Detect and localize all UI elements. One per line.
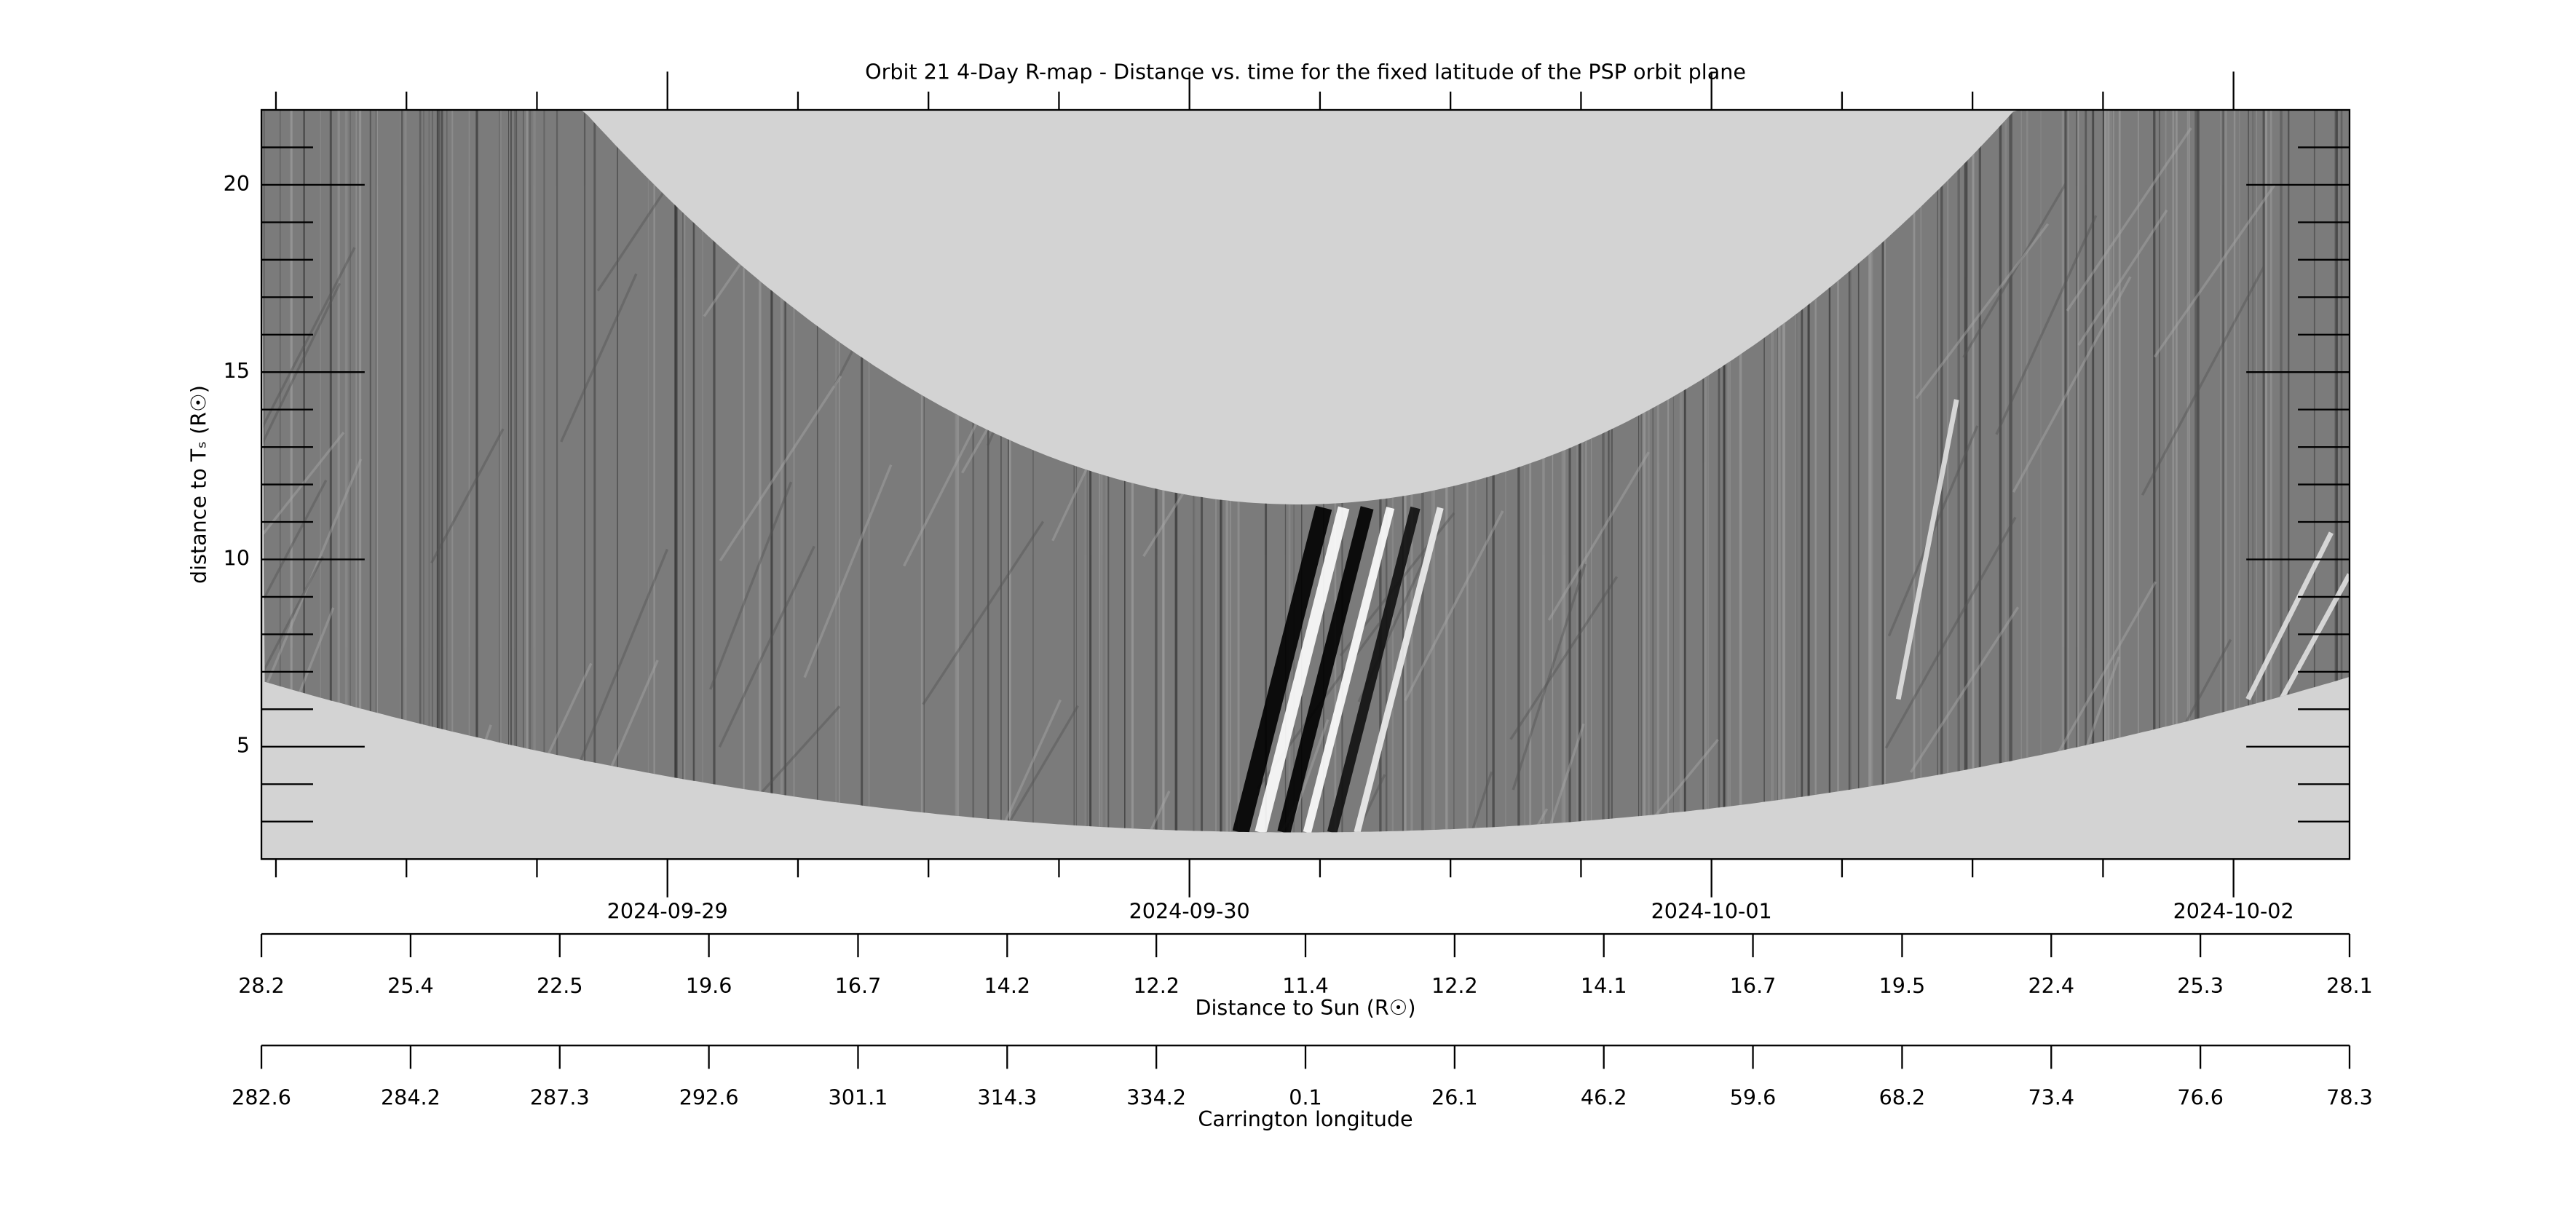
diagonal-streak [922,520,1045,705]
secondary-axis-tick-label: 11.4 [1282,973,1329,998]
diagonal-streak [1071,791,1171,833]
diagonal-streak [2012,276,2132,493]
secondary-axis-tick-label: 12.2 [1133,973,1180,998]
secondary-axis-tick-label: 73.4 [2028,1085,2074,1109]
secondary-axis-tick-label: 14.1 [1581,973,1627,998]
diagonal-streak [2040,581,2157,783]
y-tick-label: 5 [237,733,250,758]
diagonal-streak [1909,606,2020,773]
secondary-axis-tick-label: 19.5 [1879,973,1926,998]
secondary-axis-tick-label: 26.1 [1431,1085,1478,1109]
secondary-axis-tick-label: 25.4 [387,973,434,998]
x-tick-label: 2024-10-01 [1651,898,1772,923]
secondary-axis-tick-label: 292.6 [679,1085,739,1109]
y-tick-label: 10 [224,545,250,570]
diagonal-streak [1995,215,2098,435]
secondary-axis-tick-label: 16.7 [1730,973,1777,998]
diagonal-streak [2077,209,2168,346]
diagonal-streak [261,247,356,451]
secondary-axis-tick-label: 22.4 [2028,973,2074,998]
chart-title: Orbit 21 4-Day R-map - Distance vs. time… [865,60,1746,84]
diagonal-streak [719,375,842,562]
diagonal-streak [803,464,893,678]
y-tick-label: 15 [224,358,250,383]
secondary-axis-tick-label: 287.3 [530,1085,590,1109]
secondary-axis-tick-label: 25.3 [2177,973,2224,998]
secondary-axis-tick-label: 68.2 [1879,1085,1926,1109]
diagonal-streak [1308,774,1386,833]
diagonal-streak [1512,563,1587,791]
bright-feature [1232,505,1332,833]
bright-feature [2245,531,2334,701]
secondary-axis-tick-label: 14.2 [984,973,1030,998]
secondary-axis-tick-label: 22.5 [537,973,583,998]
x-tick-label: 2024-10-02 [2173,898,2294,923]
bright-feature [1354,507,1444,833]
secondary-axis-tick-label: 12.2 [1431,973,1478,998]
diagonal-streak [2270,855,2350,1033]
diagonal-streak [2206,844,2280,1039]
diagonal-streak [718,545,815,748]
secondary-axis-tick-label: 16.7 [835,973,882,998]
diagonal-streak [903,412,984,567]
secondary-axis-tick-label: 334.2 [1126,1085,1186,1109]
diagonal-streak [955,699,1062,833]
bright-feature [1277,506,1374,833]
secondary-axis-label: Carrington longitude [1198,1106,1413,1131]
bright-feature [1895,399,1959,700]
secondary-axis-tick-label: 59.6 [1730,1085,1777,1109]
diagonal-streak [957,705,1079,833]
diagonal-streak [2153,184,2276,358]
diagonal-streak [2141,266,2265,496]
x-tick-label: 2024-09-29 [607,898,728,923]
diagonal-streak [1962,183,2067,358]
diagonal-streak [560,273,638,443]
bright-feature [1303,507,1395,833]
diagonal-streak [261,432,345,567]
diagonal-streak [430,428,505,564]
diagonal-streak [261,479,328,653]
secondary-axis-tick-label: 284.2 [381,1085,440,1109]
diagonal-streak [261,555,324,716]
diagonal-streak [154,833,273,1037]
diagonal-streak [1404,510,1504,702]
secondary-axis-tick-label: 314.3 [977,1085,1037,1109]
x-tick-label: 2024-09-30 [1129,898,1250,923]
secondary-axis-tick-label: 78.3 [2326,1085,2373,1109]
secondary-axis-tick-label: 28.2 [238,973,285,998]
secondary-axis-tick-label: 301.1 [829,1085,888,1109]
bright-feature [2279,573,2350,701]
diagonal-streak [574,548,669,774]
diagonal-streak [2066,127,2192,312]
diagonal-streak [709,481,793,690]
diagonal-streak [1841,850,1948,1042]
secondary-axis-tick-label: 46.2 [1581,1085,1627,1109]
diagonal-streak [261,282,341,491]
diagonal-streak [1547,451,1650,621]
observed-region [261,109,2350,833]
diagonal-streak [1884,516,2017,749]
diagonal-streak [1509,576,1619,740]
secondary-axis-tick-label: 0.1 [1289,1085,1321,1109]
secondary-axis-label: Distance to Sun (R☉) [1195,995,1415,1020]
secondary-axis-tick-label: 28.1 [2326,973,2373,998]
bright-feature [1327,506,1421,833]
secondary-axis-tick-label: 282.6 [232,1085,291,1109]
diagonal-streak [263,459,363,690]
diagonal-streak [1605,738,1719,833]
y-tick-label: 20 [224,171,250,196]
diagonal-streak [1422,771,1493,833]
y-axis-label: distance to Tₛ (R☉) [186,385,210,584]
secondary-axis-tick-label: 19.6 [686,973,732,998]
secondary-axis-tick-label: 76.6 [2177,1085,2224,1109]
diagonal-streak [1509,723,1585,833]
diagonal-streak [1915,223,2050,400]
bright-feature [1255,506,1350,833]
